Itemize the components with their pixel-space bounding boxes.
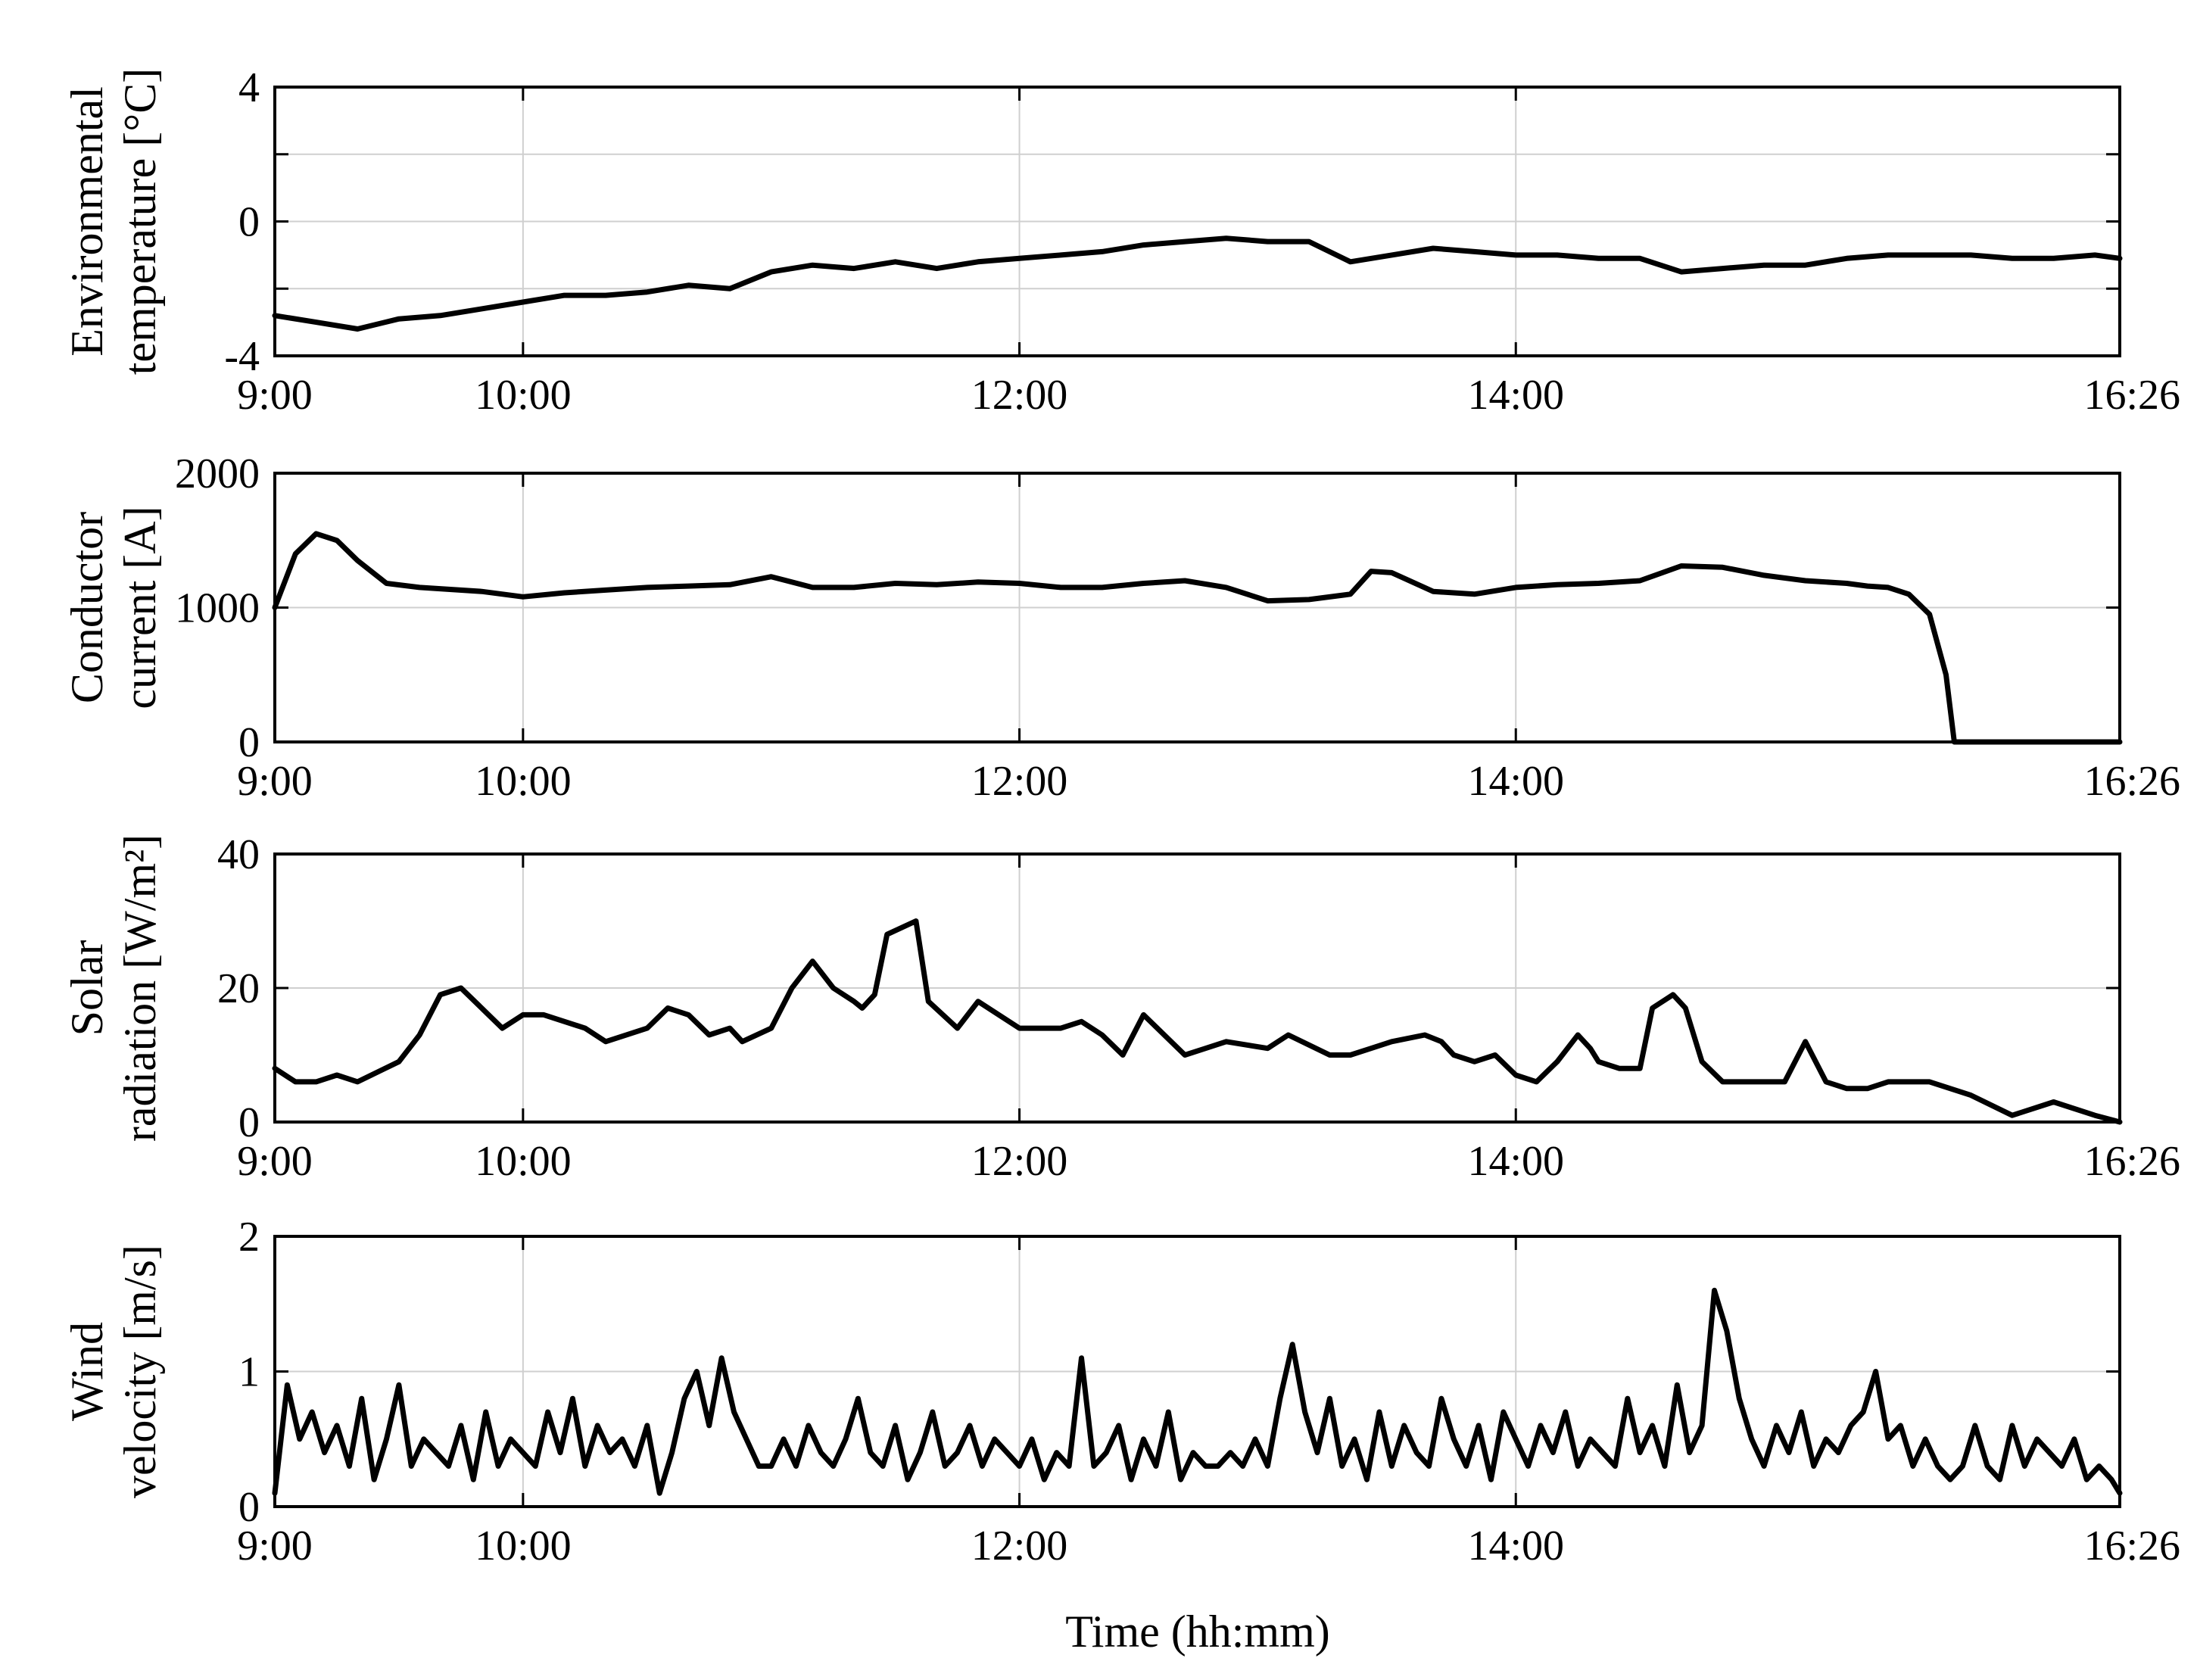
x-tick-label: 14:00 — [1467, 1523, 1564, 1569]
y-axis-label: Conductorcurrent [A] — [62, 506, 165, 709]
x-tick-label: 9:00 — [237, 1138, 313, 1185]
y-tick-label: 1 — [238, 1349, 260, 1396]
series-line-1 — [272, 235, 2123, 332]
y-tick-label: 2 — [238, 1214, 260, 1261]
x-tick-label: 9:00 — [237, 372, 313, 419]
series-line-1 — [272, 1287, 2123, 1496]
chart-panel-1: -4 0 4 9:00 10:00 12:00 14:00 16:26 Environmenta… — [62, 64, 2180, 419]
y-tick-label: 4 — [238, 64, 260, 111]
y-tick-label: 20 — [217, 965, 260, 1012]
x-tick-label: 9:00 — [237, 758, 313, 805]
chart-panel-3: 0 20 40 9:00 10:00 12:00 14:00 16:26 Solarradiat… — [62, 831, 2180, 1185]
y-tick-label: 1000 — [175, 585, 260, 632]
x-tick-label: 12:00 — [971, 1138, 1068, 1185]
y-axis-label: Windvelocity [m/s] — [62, 1245, 165, 1498]
y-axis-label-line: current [A] — [115, 506, 165, 709]
x-tick-label: 10:00 — [475, 758, 572, 805]
x-tick-label: 12:00 — [971, 1523, 1068, 1569]
y-axis-label: Solarradiation [W/m²] — [62, 834, 165, 1142]
y-tick-label: 0 — [238, 1099, 260, 1146]
x-tick-label: 16:26 — [2083, 758, 2180, 805]
y-tick-label: 40 — [217, 831, 260, 878]
series-line-1 — [272, 918, 2123, 1125]
y-axis-label-line: Wind — [62, 1322, 112, 1421]
y-tick-label: 0 — [238, 719, 260, 766]
series-line-1 — [272, 531, 2123, 745]
x-tick-label: 14:00 — [1467, 758, 1564, 805]
y-axis-label-line: Conductor — [62, 512, 112, 703]
y-axis-label-line: Solar — [62, 940, 112, 1036]
y-tick-label: 0 — [238, 1484, 260, 1531]
y-tick-label: 0 — [238, 199, 260, 246]
x-tick-label: 9:00 — [237, 1523, 313, 1569]
x-tick-label: 16:26 — [2083, 1138, 2180, 1185]
y-axis-label-line: velocity [m/s] — [115, 1245, 165, 1498]
x-tick-label: 12:00 — [971, 372, 1068, 419]
y-tick-label: -4 — [224, 333, 260, 380]
chart-panel-2: 0 1000 2000 9:00 10:00 12:00 14:00 16:26 Conduct… — [62, 450, 2180, 805]
x-tick-label: 14:00 — [1467, 1138, 1564, 1185]
chart-panel-4: 0 1 2 9:00 10:00 12:00 14:00 16:26 Windvelocity … — [62, 1214, 2180, 1569]
x-tick-label: 10:00 — [475, 1523, 572, 1569]
y-axis-label: Environmentaltemperature [°C] — [62, 68, 165, 375]
y-axis-label-line: Environmental — [62, 86, 112, 357]
chart-panels: -4 0 4 9:00 10:00 12:00 14:00 16:26 Environmenta… — [62, 64, 2180, 1569]
x-tick-label: 14:00 — [1467, 372, 1564, 419]
y-axis-label-line: temperature [°C] — [115, 68, 165, 375]
x-tick-label: 10:00 — [475, 1138, 572, 1185]
y-axis-label-line: radiation [W/m²] — [115, 834, 165, 1142]
x-axis-label: Time (hh:mm) — [1065, 1607, 1329, 1657]
y-tick-label: 2000 — [175, 450, 260, 497]
x-tick-label: 16:26 — [2083, 1523, 2180, 1569]
x-tick-label: 10:00 — [475, 372, 572, 419]
x-tick-label: 16:26 — [2083, 372, 2180, 419]
x-tick-label: 12:00 — [971, 758, 1068, 805]
